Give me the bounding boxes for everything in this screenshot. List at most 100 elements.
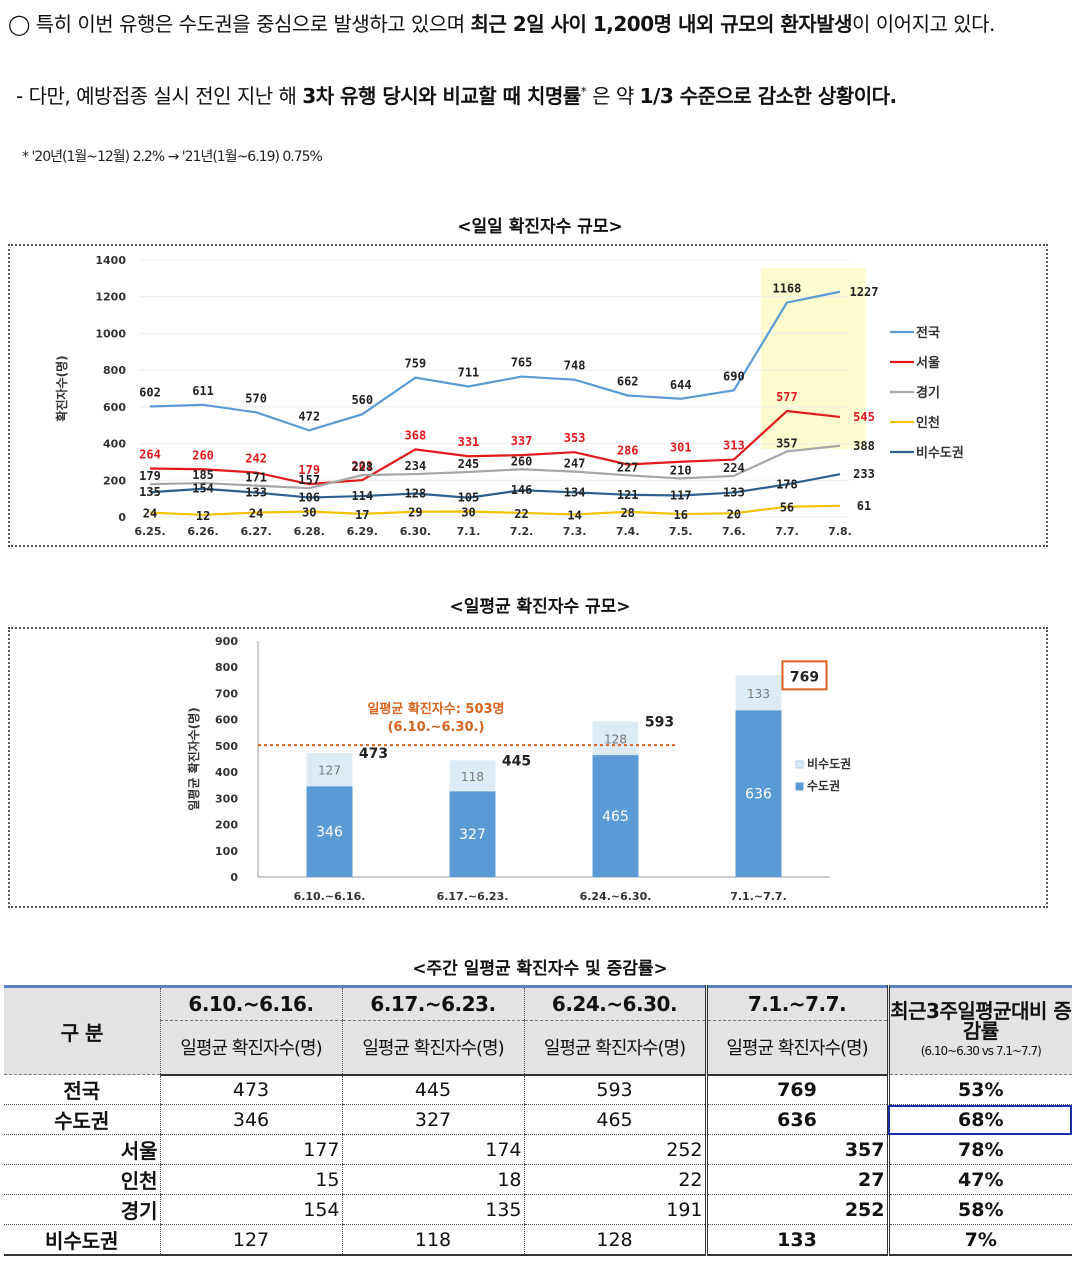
x-tick-label: 6.24.~6.30. [580, 890, 652, 903]
x-tick-label: 7.4. [616, 525, 640, 538]
chart1-title: <일일 확진자수 규모> [457, 217, 623, 237]
data-label: 106 [298, 491, 320, 505]
cell: 177 [159, 1134, 342, 1165]
x-tick-label: 6.29. [347, 525, 378, 538]
bar-value-label: 127 [318, 764, 341, 778]
data-label: 301 [670, 441, 692, 455]
series-line-인천 [149, 504, 841, 516]
cell-increase: 53% [886, 1074, 1072, 1105]
data-label: 224 [723, 461, 745, 475]
data-label: 242 [245, 452, 267, 466]
cell-increase: 78% [886, 1134, 1072, 1165]
header-week-3: 6.24.~6.30. [523, 985, 706, 1021]
x-tick-label: 7.1. [457, 525, 481, 538]
header-week-2: 6.17.~6.23. [341, 985, 524, 1021]
data-label: 30 [302, 505, 316, 519]
intro-line-2-mid: 은 약 [586, 84, 640, 108]
cell-increase: 58% [886, 1194, 1072, 1225]
daily-cases-svg: 0 200 400 600 800 1000 1200 1400 6.25. 6.26. 6.27.… [54, 254, 964, 538]
data-label: 121 [617, 488, 639, 502]
data-label: 577 [776, 390, 798, 404]
intro-line-1-prefix: ◯ 특히 이번 유행은 수도권을 중심으로 발생하고 있으며 [8, 12, 471, 36]
data-label: 644 [670, 378, 692, 392]
cell: 465 [523, 1104, 706, 1135]
legend-label: 경기 [916, 385, 940, 401]
table-row-national: 전국 473 445 593 769 53% [4, 1074, 1072, 1105]
x-tick-label: 7.7. [775, 525, 799, 538]
y-tick-label: 800 [103, 364, 126, 377]
intro-line-2-prefix: - 다만, 예방접종 실시 전인 지난 해 [16, 84, 303, 108]
data-label: 765 [511, 356, 533, 370]
avg-cases-chart: 0 100 200 300 400 500 600 700 800 900 일평균 확진자수(명) 3… [8, 627, 1048, 908]
y-tick-label: 0 [230, 871, 238, 884]
data-label: 201 [351, 459, 373, 473]
table-row-gyeonggi: 경기 154 135 191 252 58% [4, 1194, 1072, 1225]
header-week-4: 7.1.~7.7. [704, 985, 888, 1021]
cell: 346 [159, 1104, 342, 1135]
table-row-incheon: 인천 15 18 22 27 47% [4, 1164, 1072, 1195]
row-label: 수도권 [4, 1104, 160, 1135]
y-tick-label: 1000 [95, 327, 126, 340]
data-label: 14 [567, 508, 581, 522]
cell: 357 [704, 1134, 888, 1165]
intro-line-1-bold: 최근 2일 사이 1,200명 내외 규모의 환자발생 [470, 12, 853, 36]
header-gubun: 구 분 [4, 985, 160, 1075]
cell: 22 [523, 1164, 706, 1195]
y-tick-label: 700 [215, 687, 238, 700]
bar-value-label: 128 [604, 732, 627, 746]
bar-value-label: 465 [602, 809, 629, 825]
data-label: 17 [355, 508, 369, 522]
y-tick-label: 600 [103, 401, 126, 414]
bar-value-label: 118 [461, 770, 484, 784]
data-label: 24 [143, 507, 157, 521]
series-line-전국 [149, 290, 841, 432]
legend-label: 수도권 [807, 779, 840, 793]
bar-수도권 [449, 791, 496, 877]
cell: 191 [523, 1194, 706, 1225]
intro-line-1: ◯ 특히 이번 유행은 수도권을 중심으로 발생하고 있으며 최근 2일 사이 … [8, 8, 995, 37]
x-tick-label: 6.27. [240, 525, 271, 538]
row-label: 서울 [4, 1134, 160, 1165]
data-label: 560 [351, 393, 373, 407]
bar-수도권 [592, 755, 639, 877]
data-label: 154 [192, 482, 214, 496]
x-tick-label: 7.8. [828, 525, 852, 538]
row-label: 비수도권 [4, 1224, 160, 1256]
data-label: 171 [245, 471, 267, 485]
data-label: 611 [192, 384, 214, 398]
data-label: 1168 [772, 282, 801, 296]
subheader-3: 일평균 확진자수(명) [523, 1020, 706, 1076]
bar-value-label: 636 [745, 787, 772, 803]
data-label: 133 [723, 486, 745, 500]
data-label: 20 [727, 507, 741, 521]
data-label: 1227 [850, 285, 879, 299]
cell: 252 [523, 1134, 706, 1165]
intro-line-2-bold: 3차 유행 당시와 비교할 때 치명률 [302, 84, 581, 108]
data-label: 30 [461, 505, 475, 519]
x-tick-label: 6.30. [400, 525, 431, 538]
bar-수도권 [306, 786, 353, 877]
intro-line-1-suffix: 이 이어지고 있다. [852, 12, 995, 36]
data-label: 357 [776, 436, 798, 450]
daily-cases-chart: 0 200 400 600 800 1000 1200 1400 6.25. 6.26. 6.27.… [8, 244, 1048, 547]
data-label: 210 [670, 463, 692, 477]
legend-label: 서울 [916, 355, 940, 371]
reference-label: 일평균 확진자수: 503명 [367, 701, 504, 717]
data-label: 662 [617, 374, 639, 388]
cell-increase-selected[interactable]: 68% [886, 1104, 1072, 1135]
data-label: 105 [458, 491, 480, 505]
y-tick-label: 400 [103, 438, 126, 451]
total-label: 445 [502, 753, 531, 769]
data-label: 472 [298, 409, 320, 423]
data-label: 24 [249, 507, 263, 521]
x-tick-label: 6.10.~6.16. [294, 890, 366, 903]
table-title: <주간 일평균 확진자수 및 증감률> [412, 959, 668, 979]
data-label: 134 [564, 485, 586, 499]
total-highlight-box [781, 660, 828, 691]
data-label: 146 [511, 483, 533, 497]
y-tick-label: 100 [215, 845, 238, 858]
data-label: 570 [245, 391, 267, 405]
header-increase: 최근3주일평균대비 증감률 (6.10~6.30 vs 7.1~7.7) [886, 985, 1072, 1075]
y-tick-label: 800 [215, 661, 238, 674]
data-label: 260 [511, 454, 533, 468]
